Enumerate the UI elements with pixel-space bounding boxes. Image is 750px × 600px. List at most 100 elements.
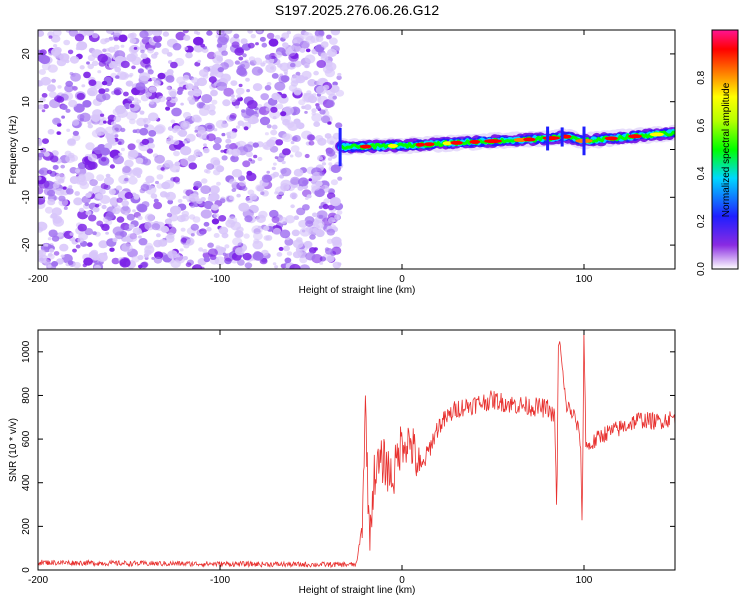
noise-speck [38,69,47,75]
noise-speck [153,30,161,35]
x-tick-label: -100 [210,575,230,586]
noise-speck [52,164,59,170]
noise-speck [209,83,217,90]
noise-speck [55,173,66,182]
noise-speck [246,170,253,176]
noise-speck [251,66,263,76]
noise-speck [313,247,318,251]
noise-speck [177,198,183,203]
noise-speck [81,84,86,88]
noise-speck [162,31,170,37]
noise-speck [242,252,252,261]
noise-speck [66,128,71,132]
noise-speck [93,264,102,269]
noise-speck [280,111,287,117]
noise-speck [238,202,250,212]
noise-speck [182,74,190,81]
noise-speck [239,180,246,187]
noise-speck [217,67,224,73]
noise-speck [245,151,253,158]
noise-speck [211,99,218,105]
noise-speck [215,119,227,129]
x-tick-label: -100 [210,274,230,285]
noise-speck [290,74,302,84]
noise-speck [57,85,62,89]
noise-speck [87,121,92,125]
noise-speck [125,80,134,87]
noise-speck [103,120,107,124]
colorbar-tick-label: 0.0 [696,262,707,276]
noise-speck [234,247,245,256]
noise-speck [231,148,241,157]
noise-speck [153,198,159,203]
noise-speck [38,169,45,175]
noise-speck [69,154,78,162]
noise-speckle [38,30,345,269]
noise-speck [260,62,266,67]
noise-speck [48,248,55,253]
snr-panel: -200 -100 0 100 0 200 400 600 800 1000 Height of… [8,329,676,596]
noise-speck [109,164,115,169]
noise-speck [276,252,283,257]
noise-speck [130,52,138,59]
noise-speck [88,90,95,96]
noise-speck [293,215,300,220]
noise-speck [243,144,254,153]
noise-speck [124,73,130,78]
noise-speck [182,140,187,144]
snr-series-line [38,331,675,569]
noise-speck [160,225,170,233]
noise-speck [39,97,46,103]
noise-speck [74,191,80,196]
noise-speck [252,83,263,92]
noise-speck [308,140,315,146]
noise-speck [236,193,241,198]
noise-speck [65,108,71,113]
noise-speck [185,262,192,268]
noise-speck [203,143,207,147]
noise-speck [274,51,283,58]
noise-speck [216,181,221,186]
noise-speck [290,176,300,185]
noise-speck [69,232,74,236]
noise-speck [116,216,125,223]
noise-speck [180,214,190,222]
noise-speck [285,215,295,224]
noise-speck [210,89,218,97]
noise-speck [155,180,159,185]
noise-speck [124,159,134,168]
noise-speck [171,107,182,117]
noise-speck [68,30,79,37]
spectrogram-x-ticks: -200 -100 0 100 [28,30,593,285]
noise-speck [256,214,266,223]
noise-speck [303,63,310,69]
noise-speck [40,76,52,86]
noise-speck [137,68,144,74]
noise-speck [168,143,178,151]
noise-speck [46,84,56,92]
noise-speck [321,162,327,166]
noise-speck [97,70,102,74]
noise-speck [288,53,299,62]
noise-speck [182,195,187,199]
noise-speck [298,220,308,228]
noise-speck [315,175,321,181]
noise-speck [127,176,138,185]
colorbar-label: Normalized spectral amplitude [721,82,732,217]
noise-speck [309,234,316,240]
x-tick-label: -200 [28,274,48,285]
noise-speck [168,88,177,96]
noise-speck [211,218,220,225]
noise-speck [255,42,259,46]
noise-speck [153,35,163,43]
noise-speck [88,79,97,86]
noise-speck [292,39,298,44]
noise-speck [295,71,301,76]
noise-speck [47,129,55,135]
noise-speck [271,124,278,130]
noise-speck [56,131,61,135]
y-tick-label: 1000 [21,340,32,363]
noise-speck [137,215,143,221]
noise-speck [206,226,212,232]
